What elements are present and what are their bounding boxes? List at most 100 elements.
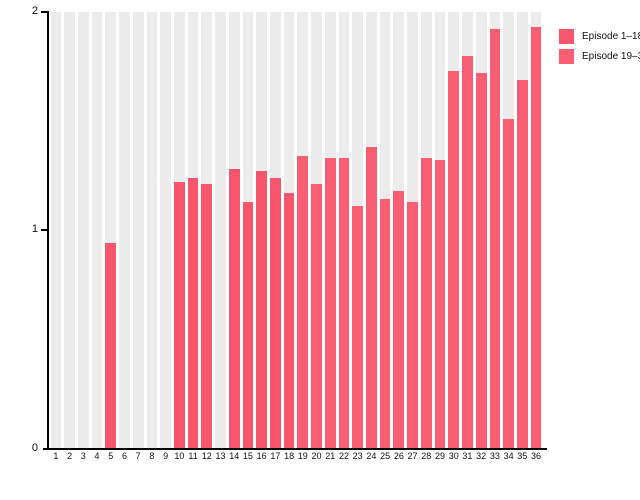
x-tick-label: 19 (297, 451, 308, 461)
bar-slot (365, 12, 379, 448)
bar-slot (406, 12, 420, 448)
y-tick-mark-1 (41, 229, 47, 231)
x-tick-label: 23 (352, 451, 363, 461)
bar-slot (200, 12, 214, 448)
bar-slot (488, 12, 502, 448)
x-tick-label: 28 (421, 451, 432, 461)
bar (434, 160, 446, 448)
x-tick-label: 17 (270, 451, 281, 461)
bar-slot (323, 12, 337, 448)
x-tick-label: 21 (325, 451, 336, 461)
x-tick-label: 32 (476, 451, 487, 461)
background-stripe (146, 12, 158, 448)
background-stripe (132, 12, 144, 448)
bar-slot (502, 12, 516, 448)
x-tick-label: 14 (229, 451, 240, 461)
x-tick-label: 18 (284, 451, 295, 461)
x-tick-label: 36 (531, 451, 542, 461)
y-tick-label-1: 1 (31, 223, 38, 235)
bar-slot (351, 12, 365, 448)
x-tick-label: 34 (503, 451, 514, 461)
bar (105, 243, 117, 448)
legend-item: Episode 1–18 (559, 29, 640, 44)
bar-slot (76, 12, 90, 448)
bar-slot (337, 12, 351, 448)
bar (530, 27, 542, 448)
legend-label: Episode 19–36 (582, 51, 640, 62)
bar-slot (474, 12, 488, 448)
legend-swatch (559, 49, 574, 64)
plot-area (49, 12, 543, 448)
bar-slot (131, 12, 145, 448)
bar-slot (296, 12, 310, 448)
bar (475, 73, 487, 448)
x-tick-label: 15 (242, 451, 253, 461)
bar (352, 206, 364, 448)
bar-slot (104, 12, 118, 448)
bar (270, 177, 281, 448)
legend-item: Episode 19–36 (559, 49, 640, 64)
bar-slot (172, 12, 186, 448)
x-tick-label: 26 (393, 451, 404, 461)
x-tick-label: 8 (149, 451, 155, 461)
bar (228, 168, 240, 448)
bar-slot (461, 12, 475, 448)
x-tick-label: 33 (489, 451, 500, 461)
bar-slot (529, 12, 543, 448)
bar-slot (392, 12, 406, 448)
bar (338, 158, 350, 448)
y-axis-line (47, 11, 49, 450)
bar-slot (63, 12, 77, 448)
y-tick-label-2: 2 (31, 5, 38, 17)
y-tick-label-0: 0 (31, 442, 38, 454)
bar-slot (419, 12, 433, 448)
x-axis-line (43, 448, 547, 450)
background-stripe (50, 12, 62, 448)
bar (503, 118, 514, 448)
x-tick-label: 2 (67, 451, 73, 461)
y-tick-mark-2 (41, 11, 47, 13)
bar (297, 155, 309, 448)
x-tick-label: 1 (53, 451, 59, 461)
bar (201, 184, 213, 448)
x-tick-label: 25 (380, 451, 391, 461)
x-tick-label: 13 (215, 451, 226, 461)
bar-slot (447, 12, 461, 448)
x-tick-label: 3 (80, 451, 86, 461)
x-tick-label: 4 (94, 451, 100, 461)
bar-slot (269, 12, 283, 448)
x-tick-label: 9 (163, 451, 169, 461)
bar (242, 201, 254, 448)
x-tick-label: 31 (462, 451, 473, 461)
x-tick-label: 24 (366, 451, 377, 461)
background-stripe (119, 12, 130, 448)
bar-slot (186, 12, 200, 448)
x-tick-label: 29 (434, 451, 445, 461)
x-tick-label: 12 (201, 451, 212, 461)
background-stripe (215, 12, 226, 448)
bar (516, 79, 528, 448)
bar (489, 29, 501, 448)
x-tick-label: 16 (256, 451, 267, 461)
bar (393, 190, 405, 448)
bar-slot (282, 12, 296, 448)
bar-slot (310, 12, 324, 448)
bar-slot (159, 12, 173, 448)
x-tick-label: 11 (188, 451, 198, 461)
legend: Episode 1–18 Episode 19–36 (559, 29, 640, 69)
background-stripe (105, 12, 117, 448)
bar (420, 158, 432, 448)
background-stripe (91, 12, 103, 448)
bar-slot (241, 12, 255, 448)
bar (173, 182, 185, 448)
x-axis-labels: 1 2 3 4 5 6 7 8 9 10 11 12 13 14 15 16 17 18 19 20 21 22 23 24 2… (49, 451, 543, 461)
bar (324, 158, 336, 448)
x-tick-label: 30 (448, 451, 459, 461)
bar-slot (90, 12, 104, 448)
x-tick-label: 10 (174, 451, 185, 461)
bar (366, 147, 377, 448)
legend-label: Episode 1–18 (582, 31, 640, 42)
bar-slot (255, 12, 269, 448)
bar-slot (118, 12, 132, 448)
